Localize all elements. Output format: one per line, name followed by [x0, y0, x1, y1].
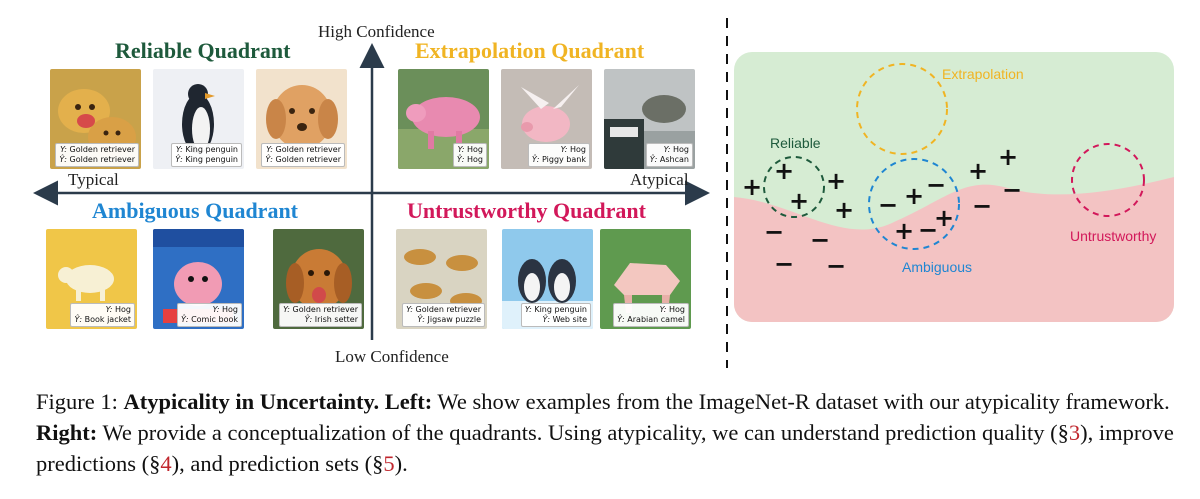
extrapolation-example-2: Y: Hog Ŷ: Piggy bank: [501, 69, 592, 169]
axis-label-low-confidence: Low Confidence: [335, 347, 449, 366]
minus-mark: −: [972, 192, 992, 220]
reliable-example-2: Y: King penguin Ŷ: King penguin: [153, 69, 244, 169]
untrustworthy-example-3: Y: Hog Ŷ: Arabian camel: [600, 229, 691, 329]
minus-mark: −: [826, 252, 846, 280]
untrustworthy-example-2: Y: King penguin Ŷ: Web site: [502, 229, 593, 329]
axis-label-typical: Typical: [68, 170, 119, 189]
section-ref-5[interactable]: 5: [383, 451, 395, 476]
caption-text-2: We provide a conceptualization of the qu…: [97, 420, 1069, 445]
plus-mark: +: [789, 187, 809, 215]
plus-mark: +: [904, 182, 924, 210]
ambiguous-example-3-labels: Y: Golden retriever Ŷ: Irish setter: [279, 303, 362, 327]
extrapolation-label: Extrapolation: [942, 66, 1024, 82]
panel-divider: [726, 18, 728, 368]
untrustworthy-quadrant-title: Untrustworthy Quadrant: [407, 198, 646, 223]
minus-mark: −: [774, 250, 794, 278]
ambiguous-quadrant-title: Ambiguous Quadrant: [92, 198, 299, 223]
reliable-example-3: Y: Golden retriever Ŷ: Golden retriever: [256, 69, 347, 169]
reliable-quadrant-title: Reliable Quadrant: [115, 38, 291, 63]
minus-mark: −: [764, 218, 784, 246]
extrapolation-quadrant-title: Extrapolation Quadrant: [415, 38, 645, 63]
plus-marks: + + + + + + + + + +: [742, 143, 1018, 245]
reliable-circle: [763, 156, 825, 218]
extrapolation-example-1: Y: Hog Ŷ: Hog: [398, 69, 489, 169]
section-ref-3[interactable]: 3: [1068, 420, 1081, 445]
caption-text-4: ), and prediction sets (§: [171, 451, 384, 476]
ambiguous-example-1-labels: Y: Hog Ŷ: Book jacket: [70, 303, 135, 327]
plus-mark: +: [742, 173, 762, 201]
ambiguous-example-1: Y: Hog Ŷ: Book jacket: [46, 229, 137, 329]
low-confidence-region: [734, 177, 1174, 322]
ambiguous-example-2-labels: Y: Hog Ŷ: Comic book: [176, 303, 242, 327]
figure-caption: Figure 1: Atypicality in Uncertainty. Le…: [36, 386, 1176, 479]
plus-mark: +: [834, 196, 854, 224]
ambiguous-circle: [868, 158, 960, 250]
minus-mark: −: [878, 191, 898, 219]
extrapolation-circle: [856, 63, 948, 155]
plus-mark: +: [934, 204, 954, 232]
caption-prefix: Figure 1:: [36, 389, 124, 414]
reliable-example-1-labels: Y: Golden retriever Ŷ: Golden retriever: [55, 143, 139, 167]
extrapolation-example-3: Y: Hog Ŷ: Ashcan: [604, 69, 695, 169]
minus-mark: −: [918, 216, 938, 244]
reliable-label: Reliable: [770, 135, 821, 151]
untrustworthy-label: Untrustworthy: [1070, 228, 1156, 244]
concept-canvas: Reliable Extrapolation Ambiguous Untrust…: [734, 52, 1174, 322]
extrapolation-example-1-labels: Y: Hog Ŷ: Hog: [452, 143, 487, 167]
untrustworthy-example-2-labels: Y: King penguin Ŷ: Web site: [520, 303, 591, 327]
quadrant-axes: [33, 43, 710, 340]
plus-mark: +: [826, 167, 846, 195]
minus-mark: −: [810, 226, 830, 254]
reliable-example-3-labels: Y: Golden retriever Ŷ: Golden retriever: [261, 143, 345, 167]
ambiguous-example-3: Y: Golden retriever Ŷ: Irish setter: [273, 229, 364, 329]
caption-text-1: We show examples from the ImageNet-R dat…: [432, 389, 1170, 414]
section-ref-4[interactable]: 4: [160, 451, 172, 476]
minus-mark: −: [1002, 176, 1022, 204]
minus-marks: − − − − − − − − −: [764, 171, 1022, 280]
ambiguous-label: Ambiguous: [902, 259, 972, 275]
caption-text-5: ).: [394, 451, 408, 476]
untrustworthy-circle: [1071, 143, 1145, 217]
untrustworthy-example-3-labels: Y: Hog Ŷ: Arabian camel: [613, 303, 689, 327]
untrustworthy-example-1-labels: Y: Golden retriever Ŷ: Jigsaw puzzle: [402, 303, 485, 327]
reliable-example-1: Y: Golden retriever Ŷ: Golden retriever: [50, 69, 141, 169]
plus-mark: +: [968, 157, 988, 185]
plus-mark: +: [998, 143, 1018, 171]
ambiguous-example-2: Y: Hog Ŷ: Comic book: [153, 229, 244, 329]
quadrant-concept-diagram: Reliable Extrapolation Ambiguous Untrust…: [734, 52, 1174, 322]
caption-bold-2: Right:: [36, 420, 98, 445]
plus-mark: +: [894, 217, 914, 245]
reliable-example-2-labels: Y: King penguin Ŷ: King penguin: [171, 143, 242, 167]
minus-mark: −: [926, 171, 946, 199]
axis-label-atypical: Atypical: [630, 170, 689, 189]
extrapolation-example-2-labels: Y: Hog Ŷ: Piggy bank: [527, 143, 590, 167]
caption-bold-1: Atypicality in Uncertainty. Left:: [123, 389, 433, 414]
plus-mark: +: [774, 157, 794, 185]
untrustworthy-example-1: Y: Golden retriever Ŷ: Jigsaw puzzle: [396, 229, 487, 329]
extrapolation-example-3-labels: Y: Hog Ŷ: Ashcan: [645, 143, 693, 167]
caption-text-3: ), improve predictions (§: [36, 420, 1174, 476]
axis-label-high-confidence: High Confidence: [318, 22, 435, 41]
